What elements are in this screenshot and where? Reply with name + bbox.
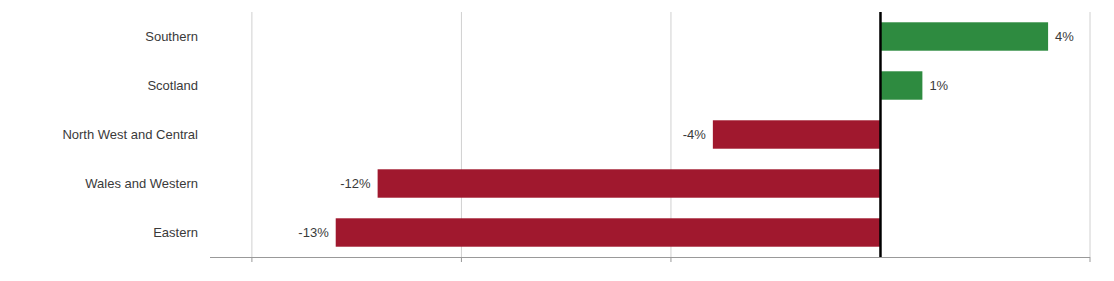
x-ticks xyxy=(252,257,1090,262)
chart-container: -13% -12% -4% 1% 4% Eastern Wales and Western N… xyxy=(0,0,1114,281)
category-label: Eastern xyxy=(153,225,198,240)
data-label: 4% xyxy=(1055,29,1074,44)
data-label: 1% xyxy=(929,78,948,93)
bars xyxy=(336,22,1048,246)
data-label: -12% xyxy=(340,176,371,191)
bar xyxy=(880,22,1048,50)
grid-line xyxy=(1090,12,1091,257)
grid xyxy=(252,12,1090,257)
chart-svg: -13% -12% -4% 1% 4% Eastern Wales and Western N… xyxy=(0,0,1114,281)
category-label: North West and Central xyxy=(62,127,198,142)
x-tick xyxy=(670,257,671,262)
grid-line xyxy=(251,12,252,257)
bar xyxy=(880,71,922,99)
bar xyxy=(378,169,881,197)
category-label: Scotland xyxy=(147,78,198,93)
x-tick xyxy=(1090,257,1091,262)
bar xyxy=(336,218,881,246)
bar xyxy=(713,120,881,148)
category-label: Wales and Western xyxy=(85,176,198,191)
data-label: -13% xyxy=(298,225,329,240)
x-tick xyxy=(461,257,462,262)
zero-line xyxy=(879,12,882,257)
data-labels: -13% -12% -4% 1% 4% xyxy=(298,29,1074,240)
x-axis-line xyxy=(210,257,1090,258)
y-tick-labels: Eastern Wales and Western North West and C… xyxy=(62,29,198,240)
x-tick xyxy=(251,257,252,262)
category-label: Southern xyxy=(145,29,198,44)
data-label: -4% xyxy=(683,127,707,142)
